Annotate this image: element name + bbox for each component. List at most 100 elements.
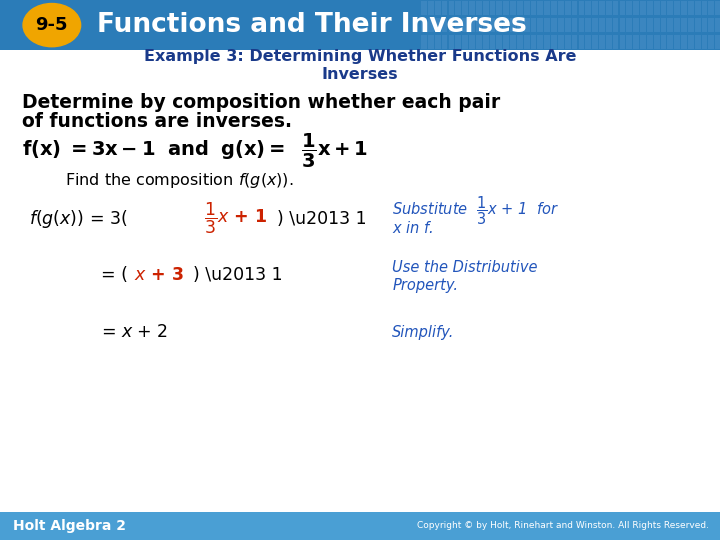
Bar	[599, 35, 605, 49]
Bar	[531, 35, 536, 49]
Bar	[695, 35, 701, 49]
Bar	[701, 35, 707, 49]
Bar	[490, 35, 495, 49]
Bar	[695, 1, 701, 15]
Bar	[435, 35, 441, 49]
Bar	[578, 35, 584, 49]
Bar	[716, 35, 720, 49]
Bar	[708, 18, 714, 32]
Bar	[503, 18, 509, 32]
Bar	[667, 35, 673, 49]
Bar	[441, 18, 447, 32]
Bar	[441, 35, 447, 49]
Bar	[572, 35, 577, 49]
Text: $\dfrac{1}{3}x$ + 1: $\dfrac{1}{3}x$ + 1	[204, 201, 267, 237]
Bar	[674, 35, 680, 49]
Bar	[537, 1, 543, 15]
Bar	[606, 1, 611, 15]
Bar	[503, 1, 509, 15]
Bar	[469, 18, 475, 32]
Bar	[688, 35, 694, 49]
Bar	[585, 35, 591, 49]
Text: Use the Distributive: Use the Distributive	[392, 260, 538, 275]
Bar	[449, 18, 454, 32]
Text: ) \u2013 1: ) \u2013 1	[193, 266, 282, 285]
Bar	[544, 35, 550, 49]
Bar	[599, 1, 605, 15]
Bar	[647, 18, 653, 32]
Bar	[524, 18, 530, 32]
Text: 9-5: 9-5	[35, 16, 68, 34]
Bar	[578, 1, 584, 15]
Bar	[634, 18, 639, 32]
Bar	[716, 1, 720, 15]
Bar	[661, 1, 667, 15]
Bar	[585, 18, 591, 32]
Bar	[544, 18, 550, 32]
Bar	[517, 18, 523, 32]
Bar	[503, 35, 509, 49]
Bar	[421, 35, 427, 49]
Bar	[606, 35, 611, 49]
Bar	[497, 18, 503, 32]
Bar	[435, 1, 441, 15]
Bar	[482, 1, 488, 15]
Bar	[428, 1, 433, 15]
Bar	[517, 35, 523, 49]
Bar	[482, 35, 488, 49]
Bar	[647, 35, 653, 49]
Text: Find the composition $f$($g$($x$)).: Find the composition $f$($g$($x$)).	[65, 171, 294, 190]
Text: Determine by composition whether each pair: Determine by composition whether each pa…	[22, 93, 500, 112]
Bar	[708, 35, 714, 49]
Bar	[456, 1, 462, 15]
Bar	[593, 1, 598, 15]
Bar	[613, 1, 618, 15]
Text: Holt Algebra 2: Holt Algebra 2	[13, 519, 126, 533]
Bar	[606, 18, 611, 32]
Bar	[552, 35, 557, 49]
Bar	[462, 18, 468, 32]
Bar	[524, 35, 530, 49]
Bar	[558, 1, 564, 15]
Bar	[578, 18, 584, 32]
Bar	[462, 35, 468, 49]
Bar	[510, 1, 516, 15]
Bar	[626, 18, 632, 32]
Text: = $x$ + 2: = $x$ + 2	[101, 323, 168, 341]
Bar	[654, 1, 660, 15]
Bar	[620, 18, 625, 32]
Bar	[476, 18, 482, 32]
Bar	[674, 1, 680, 15]
Bar	[667, 18, 673, 32]
Bar	[558, 35, 564, 49]
Bar	[599, 18, 605, 32]
Bar	[469, 35, 475, 49]
Text: Example 3: Determining Whether Functions Are: Example 3: Determining Whether Functions…	[144, 49, 576, 64]
Bar	[701, 1, 707, 15]
Bar	[449, 35, 454, 49]
Bar	[572, 18, 577, 32]
Bar	[626, 35, 632, 49]
Bar	[565, 18, 571, 32]
Bar	[593, 35, 598, 49]
Bar	[552, 18, 557, 32]
Bar	[634, 1, 639, 15]
Bar	[688, 18, 694, 32]
Bar	[490, 1, 495, 15]
Bar	[490, 18, 495, 32]
Text: Property.: Property.	[392, 278, 459, 293]
Bar	[640, 18, 646, 32]
Bar	[640, 35, 646, 49]
Bar	[524, 1, 530, 15]
Bar	[654, 35, 660, 49]
Bar	[421, 1, 427, 15]
Bar	[620, 35, 625, 49]
Bar	[681, 35, 687, 49]
Bar	[462, 1, 468, 15]
Bar	[476, 35, 482, 49]
FancyBboxPatch shape	[0, 0, 720, 50]
Bar	[613, 35, 618, 49]
Bar	[510, 18, 516, 32]
Bar	[681, 18, 687, 32]
Bar	[667, 1, 673, 15]
